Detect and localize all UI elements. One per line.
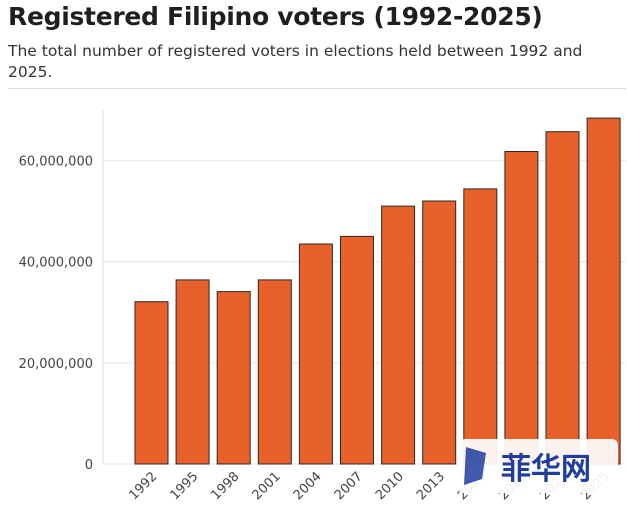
header-divider bbox=[8, 88, 626, 89]
y-tick-label: 0 bbox=[85, 458, 93, 473]
x-tick-label: 2004 bbox=[291, 469, 325, 503]
x-tick-label: 2010 bbox=[373, 469, 407, 503]
y-axis-tick-labels: 0 20,000,000 40,000,000 60,000,000 bbox=[19, 155, 93, 473]
bar-2010 bbox=[381, 205, 416, 465]
y-tick-label: 40,000,000 bbox=[19, 256, 93, 271]
x-tick-label: 2013 bbox=[414, 469, 448, 503]
bar-2022 bbox=[545, 131, 580, 465]
x-tick-label: 2001 bbox=[250, 469, 284, 503]
watermark-logo: 菲华网 bbox=[458, 439, 618, 493]
bar-2004 bbox=[298, 243, 333, 465]
bar-2019 bbox=[504, 151, 539, 465]
bar-1998 bbox=[216, 291, 251, 465]
x-tick-label: 1995 bbox=[167, 469, 201, 503]
bar-1995 bbox=[175, 279, 210, 465]
bar-2007 bbox=[340, 235, 374, 465]
y-tick-label: 60,000,000 bbox=[19, 155, 93, 170]
bar-2025 bbox=[586, 117, 621, 465]
bar-2001 bbox=[257, 279, 292, 465]
chart-title: Registered Filipino voters (1992-2025) bbox=[8, 2, 543, 31]
x-tick-label: 2007 bbox=[332, 469, 366, 503]
chart-subtitle: The total number of registered voters in… bbox=[8, 42, 583, 81]
watermark-text: 菲华网 bbox=[501, 452, 591, 487]
bar-1992 bbox=[134, 301, 169, 465]
x-tick-label: 1998 bbox=[209, 469, 243, 503]
x-tick-label: 1992 bbox=[126, 469, 160, 503]
bar-2016 bbox=[463, 188, 498, 465]
bars bbox=[134, 117, 621, 465]
bar-2013 bbox=[422, 200, 457, 465]
y-tick-label: 20,000,000 bbox=[19, 357, 93, 372]
